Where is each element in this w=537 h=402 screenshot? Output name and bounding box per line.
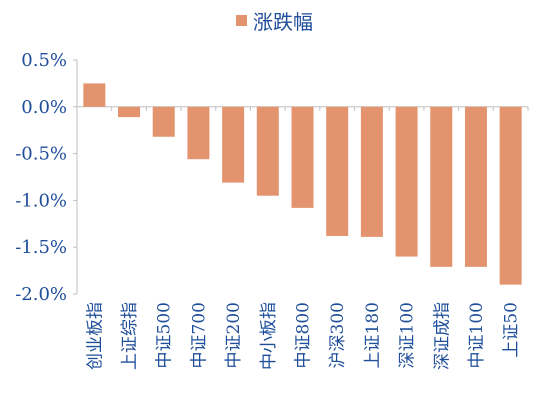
bar [326, 106, 349, 236]
x-tick-label: 中证200 [224, 302, 244, 368]
y-tick-label: -2.0% [15, 284, 67, 305]
x-tick-label: 上证180 [363, 302, 383, 368]
bar [360, 106, 383, 237]
bar [118, 106, 141, 118]
bar [499, 106, 522, 285]
y-tick-label: -1.0% [15, 190, 67, 211]
legend-label: 涨跌幅 [253, 9, 313, 34]
y-tick-label: -0.5% [15, 144, 67, 165]
y-tick-label: 0.5% [21, 50, 67, 71]
bar [256, 106, 279, 196]
bar [430, 106, 453, 267]
y-tick-label: 0.0% [21, 97, 67, 118]
x-tick-label: 深证100 [398, 302, 418, 368]
x-tick-label: 中证800 [294, 302, 314, 368]
x-tick-label: 深证成指 [432, 302, 452, 370]
x-tick-label: 中证500 [155, 302, 175, 368]
bar [152, 106, 175, 137]
x-tick-label: 中小板指 [259, 302, 279, 370]
x-tick-label: 中证100 [467, 302, 487, 368]
legend-swatch [236, 14, 247, 26]
bar [83, 83, 106, 107]
bar [395, 106, 418, 257]
bar [464, 106, 487, 267]
bar [222, 106, 245, 183]
y-tick-label: -1.5% [15, 237, 67, 258]
x-tick-label: 沪深300 [328, 302, 348, 368]
x-tick-label: 上证50 [502, 302, 522, 358]
x-tick-label: 创业板指 [85, 302, 105, 370]
bar [187, 106, 210, 160]
x-tick-label: 中证700 [189, 302, 209, 368]
legend: 涨跌幅 [236, 8, 313, 34]
x-tick-label: 上证综指 [120, 302, 140, 370]
bar [291, 106, 314, 208]
